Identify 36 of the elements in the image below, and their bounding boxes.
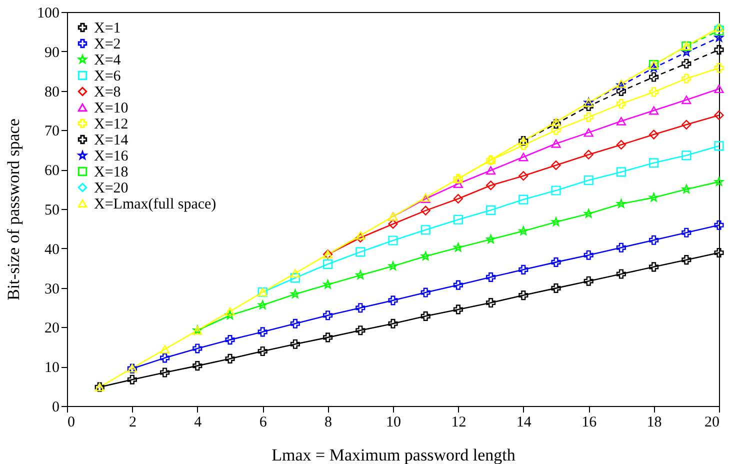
y-tick-label: 50 bbox=[44, 202, 60, 218]
legend-label: X=18 bbox=[94, 164, 128, 180]
y-tick-label: 40 bbox=[44, 242, 60, 258]
y-tick-label: 30 bbox=[44, 281, 60, 298]
legend-label: X=12 bbox=[94, 116, 128, 132]
y-tick-label: 20 bbox=[44, 320, 60, 337]
x-tick-label: 6 bbox=[259, 414, 268, 430]
x-tick-label: 20 bbox=[704, 414, 720, 430]
x-axis-title: Lmax = Maximum password length bbox=[272, 446, 516, 464]
y-axis-title: Bit-size of password space bbox=[4, 118, 23, 300]
x-tick-label: 14 bbox=[516, 414, 532, 430]
y-tick-label: 0 bbox=[52, 400, 60, 416]
x-tick-label: 16 bbox=[582, 414, 598, 430]
y-tick-label: 70 bbox=[44, 124, 60, 140]
x-tick-label: 4 bbox=[194, 414, 202, 430]
legend-label: X=Lmax(full space) bbox=[94, 196, 216, 212]
legend-label: X=1 bbox=[94, 20, 121, 36]
x-tick-label: 8 bbox=[324, 414, 332, 430]
legend-label: X=14 bbox=[94, 132, 129, 148]
legend-label: X=8 bbox=[94, 84, 121, 100]
x-tick-label: 0 bbox=[68, 414, 75, 430]
x-tick-label: 12 bbox=[451, 414, 466, 430]
legend-label: X=6 bbox=[94, 68, 122, 84]
y-tick-label: 100 bbox=[37, 6, 60, 22]
y-tick-label: 80 bbox=[44, 84, 60, 100]
legend-label: X=4 bbox=[94, 52, 122, 68]
y-tick-label: 10 bbox=[44, 360, 60, 376]
x-tick-label: 18 bbox=[646, 414, 662, 430]
legend-label: X=10 bbox=[94, 100, 128, 116]
legend-label: X=2 bbox=[94, 36, 121, 52]
y-tick-label: 90 bbox=[44, 44, 60, 61]
legend-label: X=20 bbox=[94, 180, 128, 196]
y-tick-label: 60 bbox=[44, 163, 60, 180]
x-tick-label: 10 bbox=[386, 414, 401, 430]
legend-label: X=16 bbox=[94, 148, 129, 164]
x-tick-label: 2 bbox=[128, 414, 136, 430]
